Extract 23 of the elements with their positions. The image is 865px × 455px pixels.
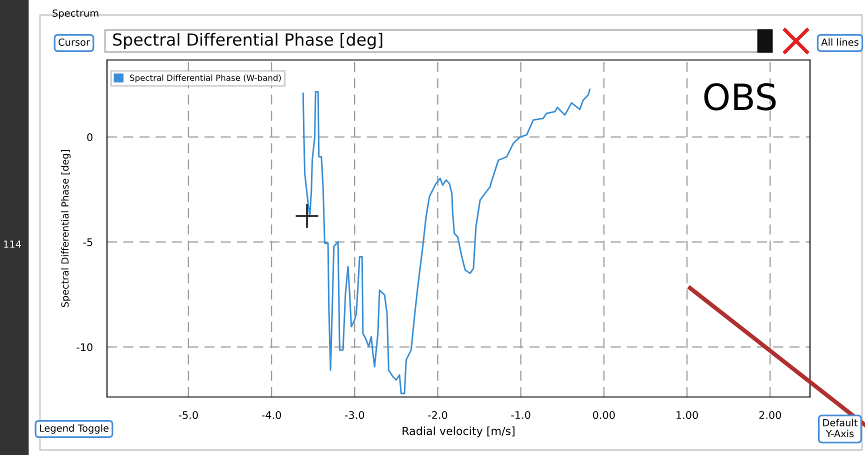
x-tick-label: -5.0	[178, 411, 198, 419]
text: Spectrum	[52, 9, 98, 19]
text: All lines	[821, 38, 858, 46]
line-series	[302, 88, 591, 394]
x-tick-label: -2.0	[428, 411, 448, 419]
annotation: OBS	[704, 83, 776, 110]
y-tick-label: -5	[83, 238, 92, 246]
x-tick-label: 2.00	[759, 411, 782, 419]
y-tick-label: -10	[76, 343, 92, 352]
y-tick-label: 0	[87, 133, 92, 142]
text: 114	[4, 240, 22, 248]
x-axis-title: Radial velocity [m/s]	[402, 426, 514, 438]
x-tick-label: -3.0	[344, 411, 364, 419]
text: Cursor	[58, 38, 90, 46]
x-tick-label: 1.00	[676, 411, 698, 419]
chart-title: Spectral Differential Phase [deg]	[113, 32, 382, 50]
x-tick-label: -4.0	[262, 411, 282, 419]
x-tick-label: 0.00	[593, 411, 615, 419]
legend-label: Spectral Differential Phase (W-band)	[130, 74, 281, 83]
x-tick-label: -1.0	[511, 411, 530, 419]
text: Default Y-Axis	[823, 418, 858, 438]
text: Legend Toggle	[40, 424, 109, 434]
y-axis-title: Spectral Differential Phase [deg]	[61, 150, 71, 308]
